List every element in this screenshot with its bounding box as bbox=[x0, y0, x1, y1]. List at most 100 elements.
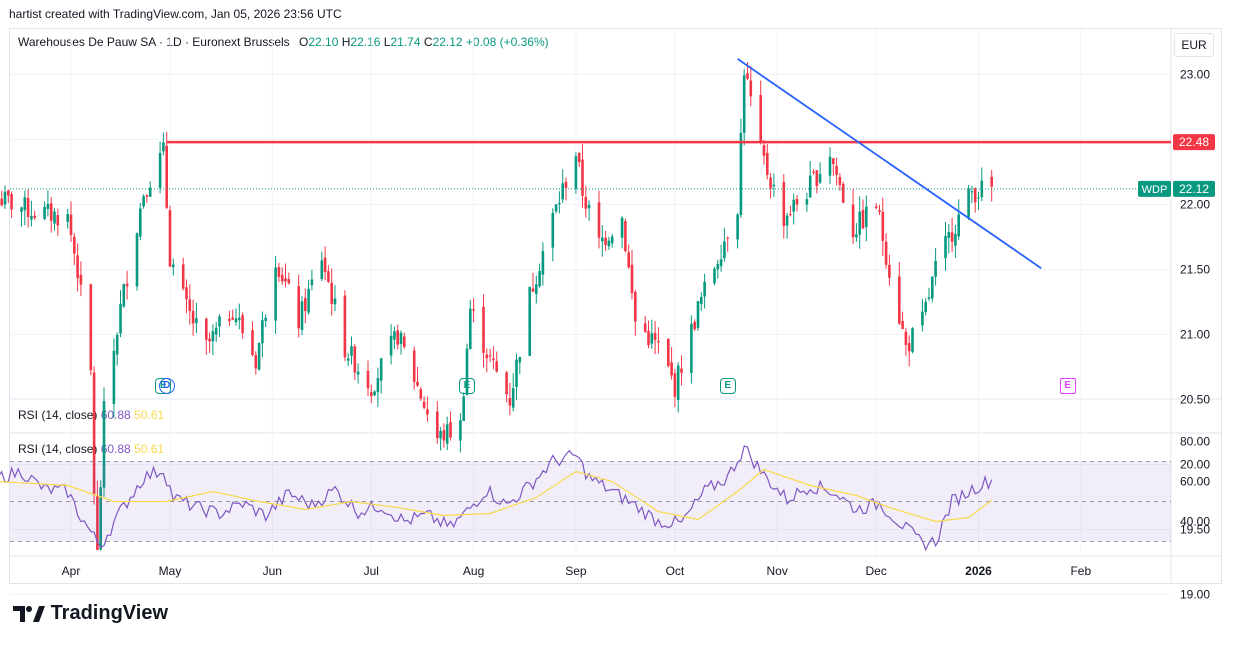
candle-body bbox=[396, 330, 399, 345]
candle-body bbox=[142, 196, 145, 207]
candle-body bbox=[541, 251, 545, 275]
close-label: C bbox=[423, 35, 433, 49]
candle-body bbox=[957, 214, 960, 237]
candle-body bbox=[399, 332, 403, 344]
open-value: 22.10 bbox=[308, 35, 339, 49]
candle-body bbox=[647, 330, 650, 346]
candle-body bbox=[96, 495, 99, 550]
candle-body bbox=[69, 214, 73, 235]
candle-body bbox=[693, 321, 696, 330]
currency-button[interactable]: EUR bbox=[1174, 33, 1214, 57]
candle-body bbox=[89, 284, 93, 371]
candle-body bbox=[254, 355, 258, 369]
candle-body bbox=[449, 422, 452, 438]
candle-body bbox=[218, 316, 221, 327]
price-tick-label: 20.50 bbox=[1180, 393, 1210, 407]
time-tick-label: Sep bbox=[565, 564, 587, 578]
candle-body bbox=[10, 193, 13, 210]
candle-body bbox=[505, 372, 508, 395]
candle-body bbox=[73, 236, 76, 254]
candle-body bbox=[977, 197, 980, 199]
rsi-line bbox=[0, 445, 993, 552]
candle-body bbox=[231, 317, 234, 320]
dividend-event-badge[interactable]: D bbox=[158, 378, 175, 394]
candle-body bbox=[346, 358, 350, 361]
last-price-tag bbox=[1173, 180, 1215, 197]
candle-body bbox=[812, 171, 815, 173]
candle-body bbox=[251, 330, 254, 356]
candle-body bbox=[907, 343, 911, 352]
candle-body bbox=[950, 232, 954, 242]
candle-body bbox=[205, 318, 208, 340]
candle-body bbox=[422, 401, 426, 408]
candle-body bbox=[749, 80, 753, 97]
candle-body bbox=[462, 396, 465, 421]
candle-body bbox=[376, 378, 380, 393]
candle-body bbox=[511, 388, 515, 408]
earnings-event-badge[interactable]: E bbox=[719, 378, 736, 394]
candle-body bbox=[310, 279, 314, 286]
candle-body bbox=[673, 373, 677, 397]
candle-body bbox=[43, 206, 46, 220]
earnings-event-badge[interactable]: E bbox=[1059, 378, 1076, 394]
candle-body bbox=[439, 431, 442, 439]
tradingview-logo: TradingView bbox=[11, 602, 168, 625]
candle-body bbox=[323, 257, 327, 273]
candle-body bbox=[581, 159, 584, 196]
candle-body bbox=[99, 487, 102, 550]
candle-body bbox=[172, 264, 175, 268]
candle-body bbox=[574, 156, 578, 189]
candle-body bbox=[379, 358, 383, 381]
candle-body bbox=[990, 176, 993, 187]
symbol-tag-label: WDP bbox=[1142, 184, 1168, 196]
rsi-tick-label: 60.00 bbox=[1180, 475, 1210, 489]
candle-body bbox=[795, 198, 799, 205]
candle-body bbox=[370, 392, 373, 397]
candle-body bbox=[119, 303, 122, 334]
candle-body bbox=[531, 288, 535, 292]
candle-body bbox=[601, 237, 604, 242]
candle-body bbox=[561, 183, 564, 200]
candle-body bbox=[211, 331, 215, 342]
candle-body bbox=[465, 348, 469, 395]
candle-body bbox=[307, 288, 310, 313]
candle-body bbox=[115, 334, 119, 355]
candle-body bbox=[703, 281, 706, 297]
tradingview-logo-text: TradingView bbox=[50, 602, 169, 624]
candle-body bbox=[261, 320, 264, 344]
candle-body bbox=[736, 214, 739, 240]
candle-body bbox=[558, 203, 561, 205]
time-tick-label: Apr bbox=[62, 564, 81, 578]
low-label: L bbox=[383, 35, 391, 49]
rsi-legend-collapsed: RSI (14, close) 60.88 50.61 bbox=[18, 408, 164, 422]
candle-body bbox=[944, 235, 947, 259]
candle-body bbox=[426, 409, 429, 415]
price-tick-label: 21.50 bbox=[1180, 263, 1210, 277]
candle-body bbox=[300, 301, 304, 331]
candle-body bbox=[403, 336, 406, 347]
candle-body bbox=[234, 318, 238, 323]
candle-body bbox=[670, 362, 673, 376]
candle-body bbox=[970, 191, 974, 193]
candle-body bbox=[927, 297, 931, 299]
time-tick-label: Nov bbox=[767, 564, 788, 578]
candle-body bbox=[485, 354, 489, 359]
candle-body bbox=[191, 310, 195, 324]
candle-body bbox=[297, 286, 300, 329]
candle-body bbox=[208, 338, 211, 342]
low-value: 21.74 bbox=[390, 35, 421, 49]
candle-body bbox=[657, 340, 660, 343]
candle-body bbox=[195, 318, 198, 324]
candle-body bbox=[472, 309, 475, 311]
price-tick-label: 23.00 bbox=[1180, 68, 1210, 82]
earnings-event-badge[interactable]: E bbox=[459, 378, 475, 394]
candle-body bbox=[789, 214, 792, 216]
candle-body bbox=[469, 308, 472, 350]
rsi-collapsed-ma: 50.61 bbox=[134, 408, 165, 422]
candle-body bbox=[284, 278, 287, 282]
candle-body bbox=[274, 267, 277, 321]
candle-body bbox=[33, 215, 36, 218]
candle-body bbox=[412, 350, 416, 382]
trendline bbox=[737, 58, 1042, 269]
